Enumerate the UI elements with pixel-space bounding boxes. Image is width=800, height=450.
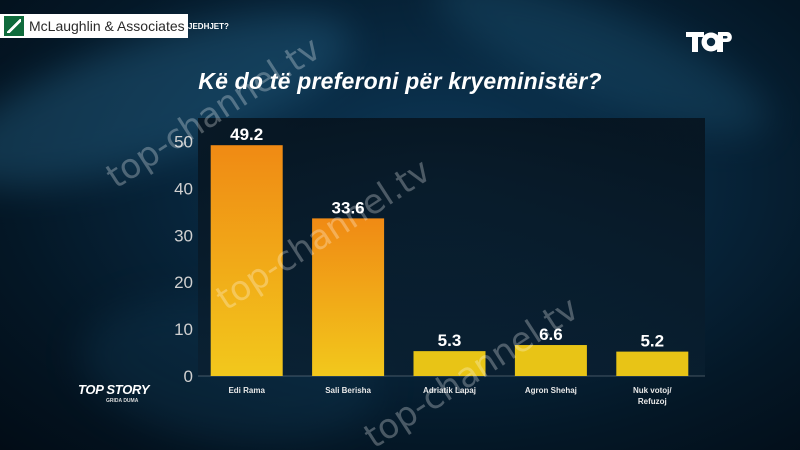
pollster-name: McLaughlin & Associates [29,18,185,34]
data-label: 5.2 [640,332,664,351]
x-tick-label: Agron Shehaj [525,386,577,395]
chart-title: Kë do të preferoni për kryeministër? [198,68,602,94]
x-tick-label: Sali Berisha [325,386,371,395]
y-tick-label: 50 [174,132,193,151]
data-label: 33.6 [332,198,365,217]
bar [312,218,385,376]
y-tick-label: 20 [174,273,193,292]
show-logo: TOP STORY GRIDA DUMA [78,382,168,404]
pollster-logo-icon [4,16,24,36]
x-tick-label: Adriatik Lapaj [423,386,476,395]
bar [413,351,486,376]
show-name: TOP STORY [78,382,150,397]
data-label: 5.3 [438,331,462,350]
y-tick-label: 0 [184,367,193,386]
bar [514,345,587,376]
show-host: GRIDA DUMA [106,398,139,404]
data-label: 6.6 [539,325,563,344]
x-tick-label: Edi Rama [228,386,265,395]
x-tick-label: Nuk votoj/ [633,386,672,395]
top-channel-logo-icon [686,32,732,52]
bar [210,145,283,376]
pollster-banner: McLaughlin & Associates [0,14,188,38]
data-label: 49.2 [230,125,263,144]
y-tick-label: 40 [174,179,193,198]
y-tick-label: 30 [174,226,193,245]
y-tick-label: 10 [174,320,193,339]
bar [616,351,689,376]
x-tick-label: Refuzoj [638,397,667,406]
header-strip-text: JEDHJET? [188,22,229,31]
